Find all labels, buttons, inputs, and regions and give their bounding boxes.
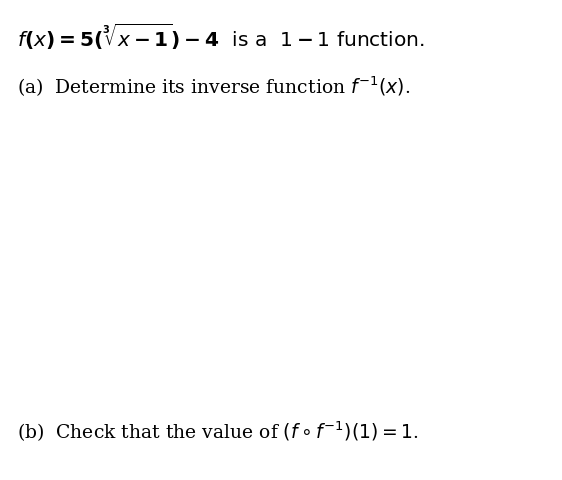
Text: (a)  Determine its inverse function $\mathit{f}^{-1}(\mathit{x})$.: (a) Determine its inverse function $\mat… bbox=[17, 74, 410, 99]
Text: (b)  Check that the value of $(\mathit{f} \circ \mathit{f}^{-1})(1) = 1$.: (b) Check that the value of $(\mathit{f}… bbox=[17, 420, 419, 444]
Text: $\bf{\mathit{f}(\mathit{x}) = 5(\sqrt[3]{\mathit{x}-1}) - 4}$$\bf{\ \ \mathrm{is: $\bf{\mathit{f}(\mathit{x}) = 5(\sqrt[3]… bbox=[17, 22, 425, 52]
